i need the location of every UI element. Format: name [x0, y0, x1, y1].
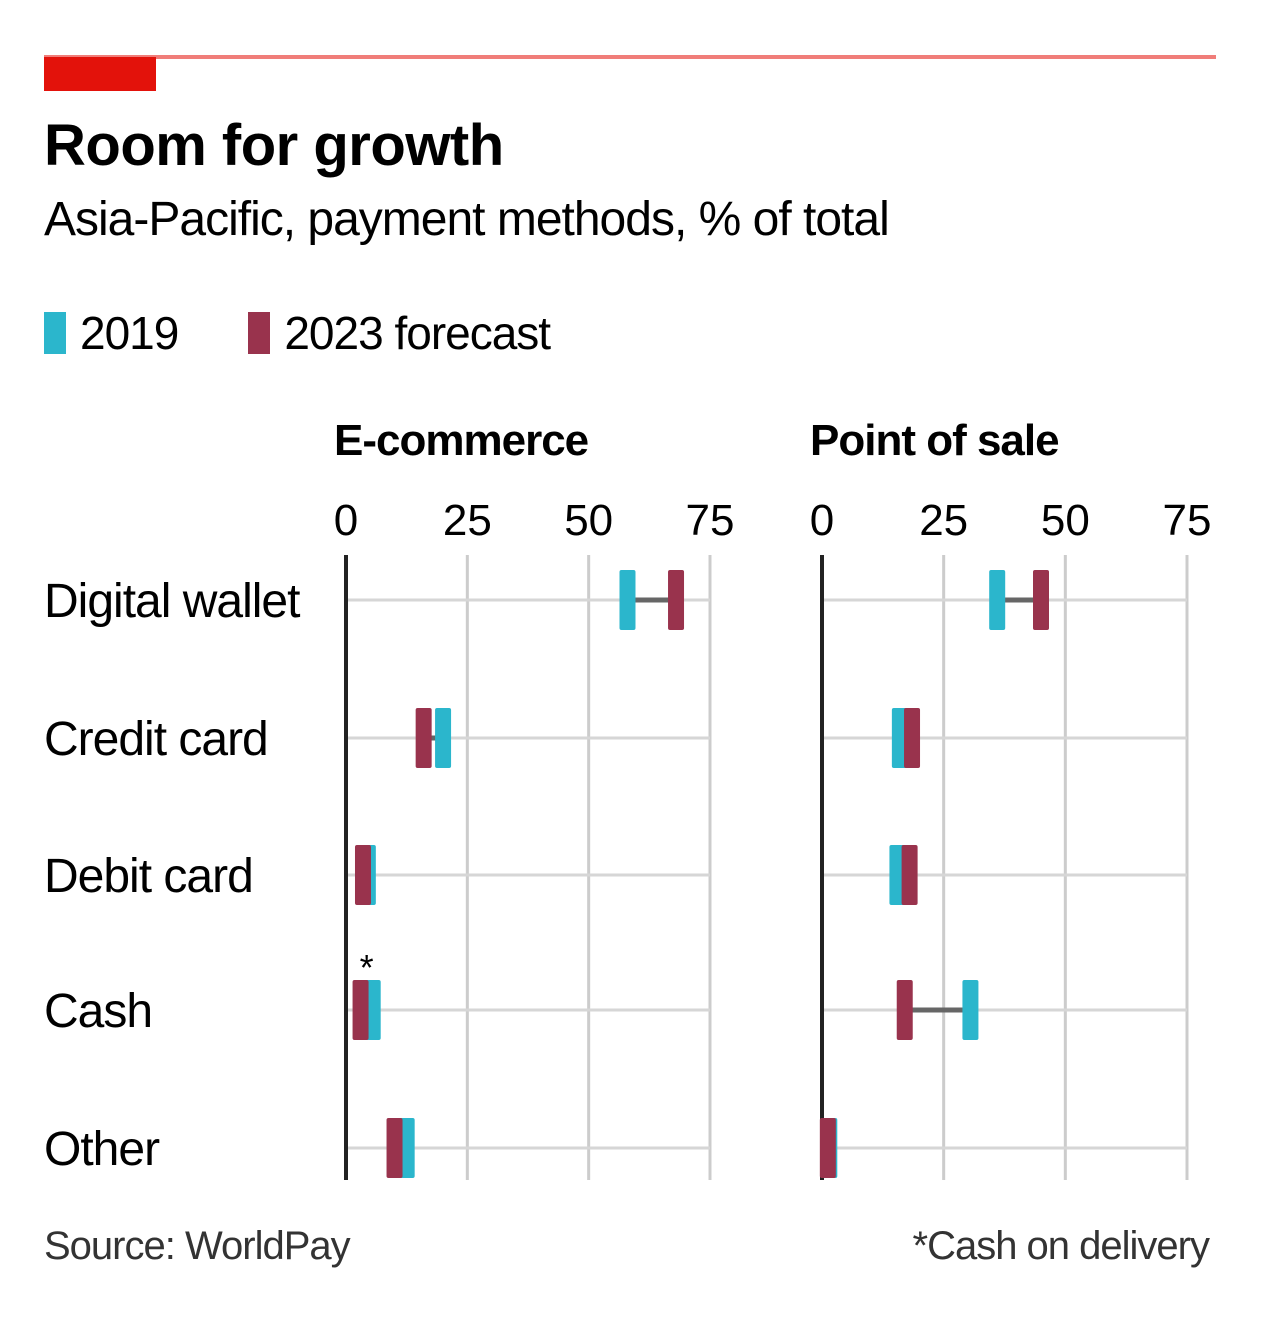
- chart-title: Room for growth: [44, 113, 504, 178]
- x-tick-label: 75: [686, 496, 735, 545]
- legend-item-2023: 2023 forecast: [248, 306, 551, 360]
- mark-2023-forecast: [352, 980, 369, 1040]
- category-label: Digital wallet: [44, 575, 300, 628]
- mark-2023-forecast: [901, 845, 918, 905]
- mark-2023-forecast: [819, 1118, 836, 1178]
- legend-swatch-2023: [248, 312, 271, 354]
- mark-2019: [989, 570, 1006, 630]
- category-label: Debit card: [44, 850, 253, 903]
- annotation-asterisk: *: [360, 947, 374, 988]
- mark-2023-forecast: [1033, 570, 1049, 630]
- mark-2023-forecast: [904, 708, 921, 768]
- mark-2019: [619, 570, 636, 630]
- mark-2019: [364, 980, 381, 1040]
- x-tick-label: 50: [1041, 496, 1090, 545]
- x-tick-label: 0: [810, 496, 834, 545]
- mark-2023-forecast: [896, 980, 913, 1040]
- legend: 2019 2023 forecast: [44, 306, 620, 360]
- source-note: Source: WorldPay: [44, 1224, 351, 1268]
- x-tick-label: 25: [443, 496, 492, 545]
- legend-swatch-2019: [44, 312, 66, 354]
- mark-2019: [962, 980, 979, 1040]
- mark-2019: [891, 708, 908, 768]
- mark-2023-forecast: [668, 570, 685, 630]
- category-label: Other: [44, 1123, 160, 1176]
- category-label: Credit card: [44, 713, 268, 766]
- mark-2023-forecast: [386, 1118, 403, 1178]
- brand-tag: [44, 57, 156, 91]
- mark-2019: [398, 1118, 415, 1178]
- mark-2023-forecast: [415, 708, 432, 768]
- footnote: *Cash on delivery: [912, 1224, 1210, 1268]
- x-tick-label: 0: [334, 496, 358, 545]
- mark-2023-forecast: [354, 845, 371, 905]
- legend-label: 2019: [80, 307, 179, 359]
- legend-label: 2023 forecast: [284, 307, 551, 359]
- mark-2019: [889, 845, 906, 905]
- x-tick-label: 25: [919, 496, 968, 545]
- top-rule: [44, 55, 1216, 59]
- chart-subtitle: Asia-Pacific, payment methods, % of tota…: [44, 193, 890, 246]
- panel-title: E-commerce: [334, 416, 588, 465]
- legend-item-2019: 2019: [44, 306, 179, 360]
- x-tick-label: 75: [1163, 496, 1212, 545]
- mark-2019: [435, 708, 452, 768]
- category-label: Cash: [44, 985, 152, 1038]
- x-tick-label: 50: [564, 496, 613, 545]
- panel-title: Point of sale: [810, 416, 1059, 465]
